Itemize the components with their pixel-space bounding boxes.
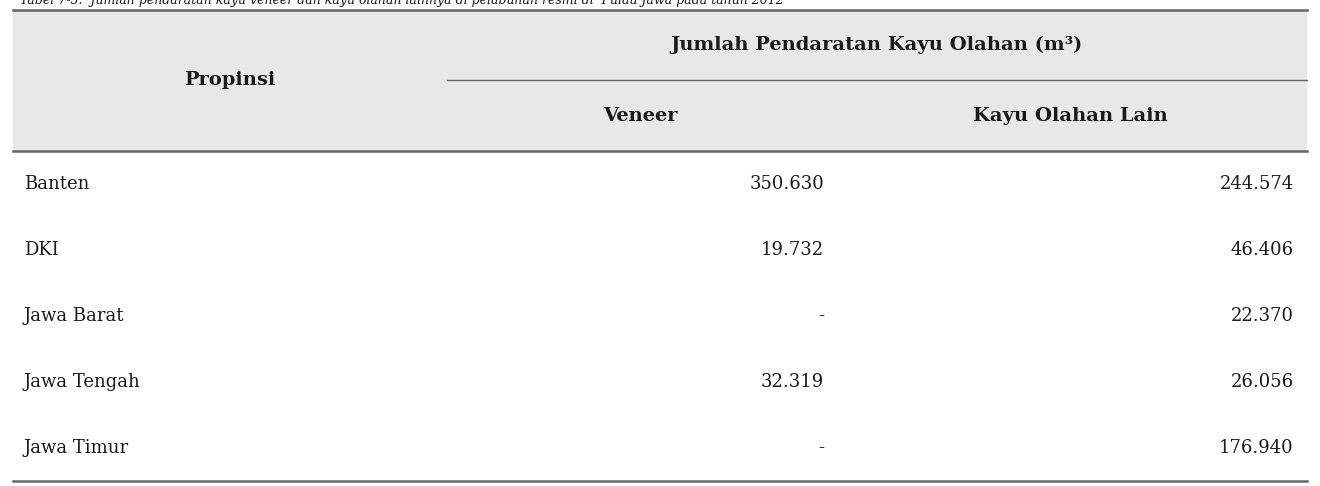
Text: 32.319: 32.319: [760, 373, 824, 391]
Text: Propinsi: Propinsi: [185, 71, 276, 89]
Text: 26.056: 26.056: [1230, 373, 1294, 391]
Text: Kayu Olahan Lain: Kayu Olahan Lain: [973, 107, 1168, 125]
Text: 19.732: 19.732: [760, 241, 824, 259]
Text: Jawa Tengah: Jawa Tengah: [24, 373, 140, 391]
Text: Jumlah Pendaratan Kayu Olahan (m³): Jumlah Pendaratan Kayu Olahan (m³): [671, 36, 1082, 54]
Text: 46.406: 46.406: [1230, 241, 1294, 259]
Text: 22.370: 22.370: [1230, 307, 1294, 325]
Bar: [13, 10, 1307, 151]
Text: DKI: DKI: [24, 241, 58, 259]
Text: 244.574: 244.574: [1220, 175, 1294, 193]
Text: Jawa Barat: Jawa Barat: [24, 307, 124, 325]
Text: Tabel 7-3.  Jumlah pendaratan kayu veneer dan kayu olahan lainnya di pelabuhan r: Tabel 7-3. Jumlah pendaratan kayu veneer…: [20, 0, 784, 7]
Text: Jawa Timur: Jawa Timur: [24, 439, 129, 457]
Text: -: -: [818, 307, 824, 325]
Text: Veneer: Veneer: [603, 107, 678, 125]
Text: 176.940: 176.940: [1218, 439, 1294, 457]
Bar: [13, 151, 1307, 481]
Text: 350.630: 350.630: [750, 175, 824, 193]
Text: Banten: Banten: [24, 175, 90, 193]
Text: -: -: [818, 439, 824, 457]
